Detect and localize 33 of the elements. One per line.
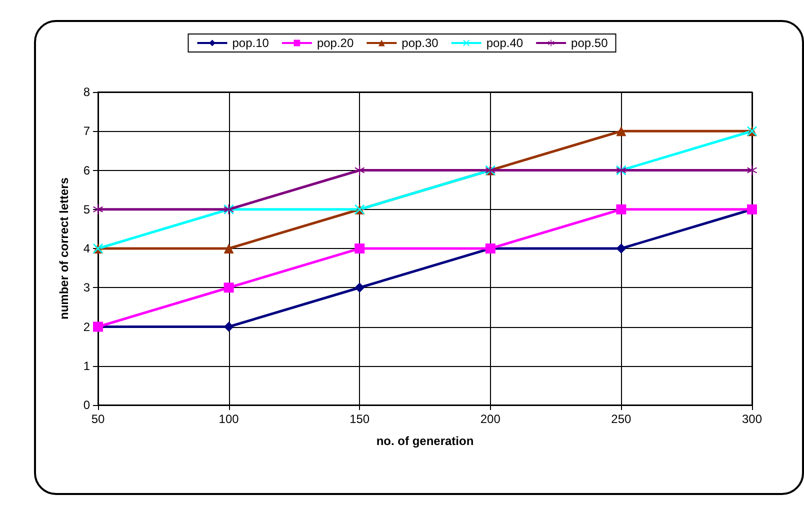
x-tick-label: 150 xyxy=(350,412,370,426)
legend-label: pop.30 xyxy=(402,36,439,50)
point xyxy=(224,322,234,332)
y-tick-label: 4 xyxy=(83,242,90,256)
x-axis-title: no. of generation xyxy=(376,434,474,448)
x-tick-label: 50 xyxy=(91,412,105,426)
point xyxy=(224,244,234,254)
x-tick-label: 200 xyxy=(480,412,501,426)
y-tick-label: 1 xyxy=(83,358,90,373)
y-tick-label: 5 xyxy=(83,202,90,216)
point xyxy=(93,204,103,214)
x-tick-label: 250 xyxy=(611,412,632,426)
point xyxy=(354,282,365,293)
legend-label: pop.50 xyxy=(571,36,608,50)
point xyxy=(616,204,626,214)
legend-label: pop.40 xyxy=(486,36,524,50)
y-tick-label: 8 xyxy=(83,85,90,99)
x-tick-label: 300 xyxy=(742,412,762,426)
point xyxy=(616,126,626,136)
legend-label: pop.20 xyxy=(316,36,354,50)
point xyxy=(747,165,757,176)
y-axis-title: number of correct letters xyxy=(57,177,71,320)
x-tick-label: 100 xyxy=(218,412,240,426)
point xyxy=(616,244,626,254)
point xyxy=(224,282,234,293)
y-tick-label: 3 xyxy=(83,280,90,295)
point xyxy=(354,165,365,176)
legend-label: pop.10 xyxy=(232,36,270,50)
y-tick-label: 0 xyxy=(83,398,90,412)
point xyxy=(354,244,365,254)
y-tick-label: 2 xyxy=(83,320,90,334)
y-tick-label: 7 xyxy=(83,124,90,138)
y-tick-label: 6 xyxy=(83,163,90,178)
